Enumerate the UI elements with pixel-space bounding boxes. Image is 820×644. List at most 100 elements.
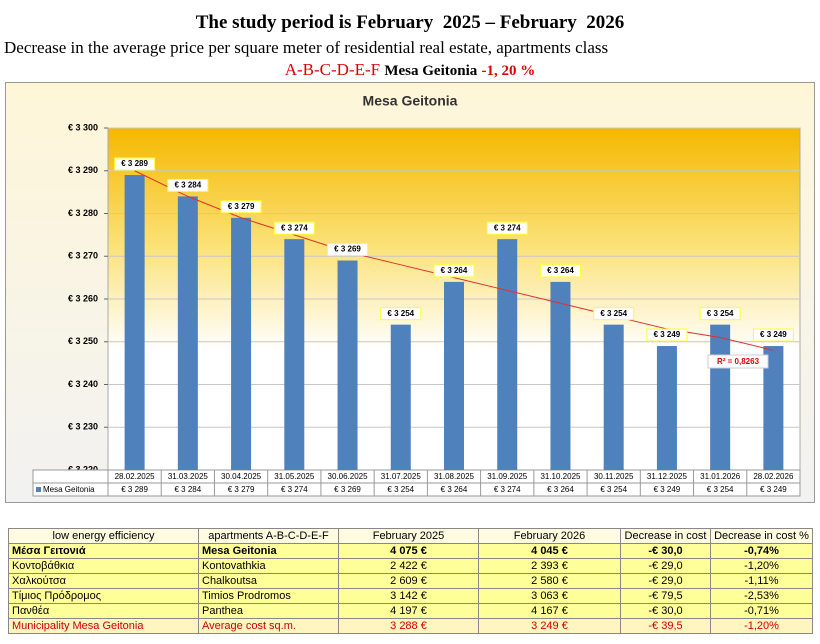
table-cell: 3 063 € xyxy=(478,588,621,604)
table-cell: -2,53% xyxy=(710,588,813,604)
bar xyxy=(656,346,677,470)
subtitle: Decrease in the average price per square… xyxy=(4,38,609,57)
table-value: € 3 264 xyxy=(441,485,468,494)
table-cell: February 2026 xyxy=(478,528,621,544)
table-cell: 4 197 € xyxy=(338,603,479,619)
y-tick-label: € 3 240 xyxy=(68,379,98,389)
table-value: € 3 269 xyxy=(334,485,361,494)
value-label: € 3 279 xyxy=(228,202,255,211)
table-cell: 3 142 € xyxy=(338,588,479,604)
table-cell: Panthea xyxy=(198,603,339,619)
y-tick-label: € 3 280 xyxy=(68,208,98,218)
chart-title: Mesa Geitonia xyxy=(363,93,458,109)
y-tick-label: € 3 290 xyxy=(68,165,98,175)
table-cell: 3 288 € xyxy=(338,618,479,634)
table-cell: 4 167 € xyxy=(478,603,621,619)
table-row: Πανθέα Panthea 4 197 €4 167 € -€ 30,0 -0,71% xyxy=(8,603,813,619)
value-label: € 3 274 xyxy=(281,223,308,232)
table-cell: 3 249 € xyxy=(478,618,621,634)
area: Mesa Geitonia xyxy=(384,63,478,79)
table-value: € 3 279 xyxy=(228,485,255,494)
table-cell: February 2025 xyxy=(338,528,479,544)
x-tick-label: 31.03.2025 xyxy=(168,472,209,481)
bar xyxy=(124,175,145,470)
table-cell: 4 045 € xyxy=(478,543,621,559)
bar xyxy=(284,239,305,470)
bar xyxy=(603,324,624,470)
table-row: Municipality Mesa Geitonia Average cost s… xyxy=(8,618,813,634)
table-cell: -€ 39,5 xyxy=(620,618,711,634)
bar xyxy=(763,346,784,470)
value-label: € 3 274 xyxy=(494,223,521,232)
table-cell: Τίμιος Πρόδρομος xyxy=(8,588,199,604)
bar xyxy=(337,260,358,470)
label-box xyxy=(327,243,369,257)
table-value: € 3 249 xyxy=(654,485,681,494)
value-label: € 3 249 xyxy=(760,330,787,339)
bar xyxy=(550,281,571,470)
table-value: € 3 254 xyxy=(600,485,627,494)
table-cell: 2 422 € xyxy=(338,558,479,574)
class-line: A-B-C-D-E-F Mesa Geitonia -1, 20 % xyxy=(0,60,820,80)
label-box xyxy=(167,178,209,192)
table-cell: apartments A-B-C-D-E-F xyxy=(198,528,339,544)
label-box xyxy=(433,264,475,278)
data-table: low energy efficiency apartments A-B-C-D-… xyxy=(8,528,813,634)
change: -1, 20 % xyxy=(481,63,536,79)
table-cell: -0,74% xyxy=(710,543,813,559)
label-box xyxy=(646,328,688,342)
value-label: € 3 269 xyxy=(334,245,361,254)
y-tick-label: € 3 220 xyxy=(68,464,98,474)
annotation-box xyxy=(707,354,769,369)
label-box xyxy=(486,221,528,235)
table-cell: Χαλκούτσα xyxy=(8,573,199,589)
value-label: € 3 254 xyxy=(600,309,627,318)
table-cell: Chalkoutsa xyxy=(198,573,339,589)
bar xyxy=(231,217,252,470)
class-label: A-B-C-D-E-F xyxy=(284,60,381,79)
table-cell: Decrease in cost % xyxy=(710,528,813,544)
x-tick-label: 31.09.2025 xyxy=(487,472,528,481)
table-row: low energy efficiency apartments A-B-C-D-… xyxy=(8,528,813,544)
bar xyxy=(177,196,198,470)
table-cell: Μέσα Γειτονιά xyxy=(8,543,199,559)
table-cell: 2 609 € xyxy=(338,573,479,589)
x-tick-label: 30.11.2025 xyxy=(594,472,634,481)
label-box xyxy=(699,307,741,321)
x-tick-label: 30.06.2025 xyxy=(328,472,369,481)
x-tick-label: 31.07.2025 xyxy=(381,472,422,481)
title: The study period is February 2025 – Febr… xyxy=(195,12,625,33)
table-cell: -€ 29,0 xyxy=(620,573,711,589)
table-cell: -€ 30,0 xyxy=(620,543,711,559)
table-cell: low energy efficiency xyxy=(8,528,199,544)
x-tick-label: 28.02.2026 xyxy=(753,472,794,481)
table-cell: Kontovathkia xyxy=(198,558,339,574)
table-value: € 3 254 xyxy=(387,485,414,494)
table-row: Κοντοβάθκια Kontovathkia 2 422 €2 393 € -€ … xyxy=(8,558,813,574)
value-label: € 3 284 xyxy=(174,181,201,190)
y-tick-label: € 3 270 xyxy=(68,251,98,261)
trend-annotation: R² = 0,8263 xyxy=(717,357,760,366)
x-tick-label: 31.10.2025 xyxy=(540,472,581,481)
label-box xyxy=(273,221,315,235)
value-label: € 3 249 xyxy=(654,330,681,339)
table-cell: -1,20% xyxy=(710,618,813,634)
table-cell: -€ 30,0 xyxy=(620,603,711,619)
y-tick-label: € 3 230 xyxy=(68,422,98,432)
bar xyxy=(497,239,518,470)
value-label: € 3 289 xyxy=(121,159,148,168)
table-value: € 3 254 xyxy=(707,485,734,494)
y-tick-label: € 3 300 xyxy=(68,122,98,132)
table-value: € 3 284 xyxy=(174,485,201,494)
value-label: € 3 264 xyxy=(547,266,574,275)
legend-label: Mesa Geitonia xyxy=(43,485,95,494)
x-tick-label: 31.05.2025 xyxy=(274,472,315,481)
table-cell: -€ 79,5 xyxy=(620,588,711,604)
x-tick-label: 28.02.2025 xyxy=(115,472,156,481)
table-value: € 3 289 xyxy=(121,485,148,494)
table-cell: 4 075 € xyxy=(338,543,479,559)
value-label: € 3 264 xyxy=(441,266,468,275)
label-box xyxy=(380,307,422,321)
table-value: € 3 249 xyxy=(760,485,787,494)
